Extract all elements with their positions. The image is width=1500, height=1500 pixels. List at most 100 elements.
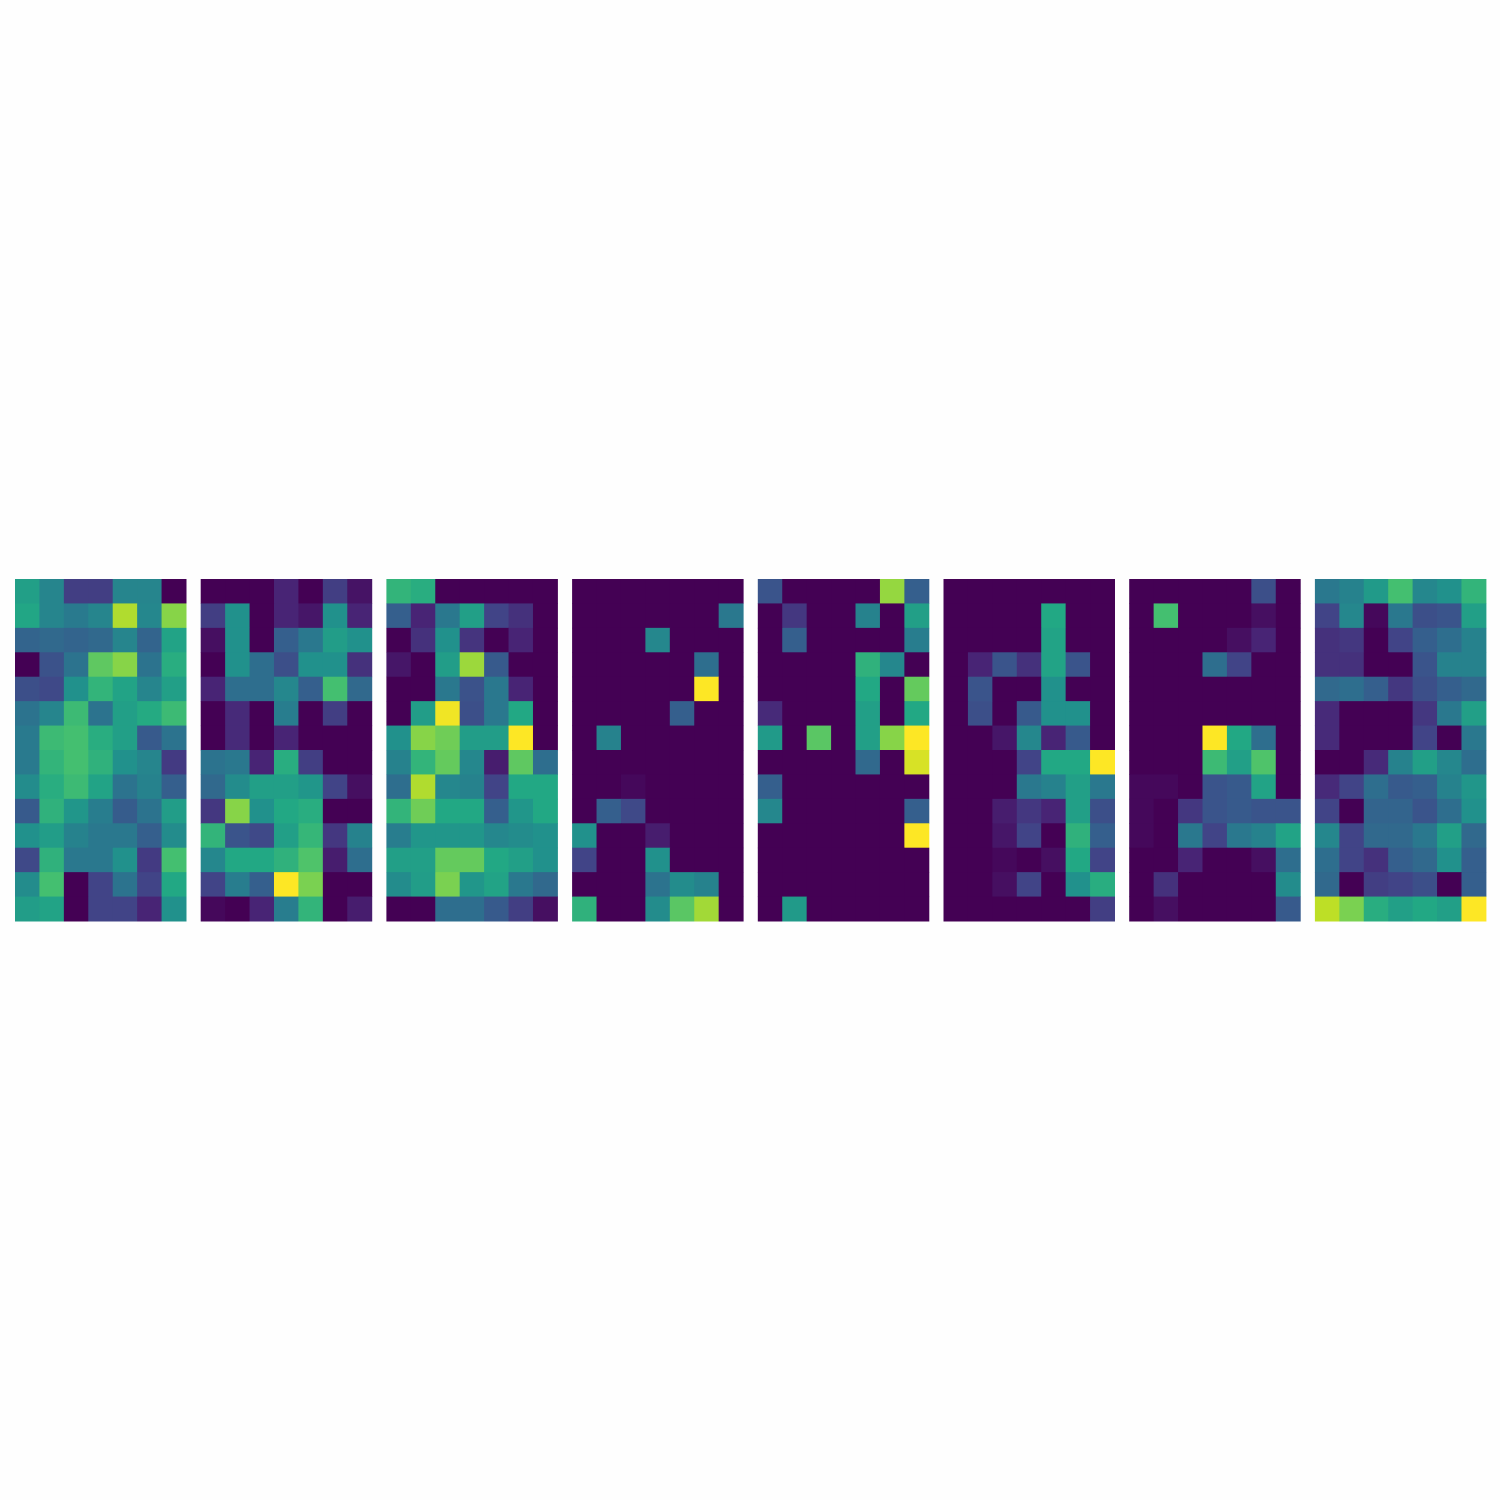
heatmap-cell [572, 652, 598, 678]
heatmap-cell [410, 579, 436, 604]
heatmap-cell [347, 798, 373, 824]
heatmap-cell [15, 579, 40, 604]
heatmap-cell [1314, 872, 1340, 898]
heatmap-cell [669, 774, 695, 800]
heatmap-cell [831, 701, 857, 727]
heatmap-cell [273, 676, 299, 702]
heatmap-cell [1226, 896, 1252, 922]
heatmap-cell [718, 774, 744, 800]
heatmap-cell [1065, 725, 1091, 751]
heatmap-cell [1363, 676, 1389, 702]
heatmap-cell [1041, 652, 1067, 678]
heatmap-cell [943, 823, 969, 849]
heatmap-cell [88, 701, 114, 727]
heatmap-cell [1153, 896, 1179, 922]
heatmap-cell [757, 676, 783, 702]
heatmap-cell [1041, 603, 1067, 629]
heatmap-cell [508, 652, 534, 678]
heatmap-cell [1437, 676, 1462, 702]
heatmap-cell [855, 603, 881, 629]
heatmap-cell [1178, 847, 1203, 873]
heatmap-cell [757, 652, 783, 678]
heatmap-cell [1041, 627, 1067, 653]
heatmap-cell [831, 896, 857, 922]
heatmap-cell [273, 896, 299, 922]
heatmap-cell [1065, 896, 1091, 922]
heatmap-cell [63, 652, 89, 678]
heatmap-cell [386, 847, 412, 873]
heatmap-cell [15, 847, 40, 873]
heatmap-cell [831, 872, 857, 898]
heatmap-cell [1153, 676, 1179, 702]
heatmap-cell [1202, 823, 1228, 849]
heatmap-cell [88, 774, 114, 800]
heatmap-cell [718, 725, 744, 751]
heatmap-cell [112, 676, 138, 702]
heatmap-cell [1251, 725, 1277, 751]
heatmap-cell [15, 823, 40, 849]
heatmap-cell [410, 603, 436, 629]
heatmap-cell [532, 725, 558, 751]
heatmap-cell [249, 676, 275, 702]
heatmap-cell [1388, 603, 1414, 629]
heatmap-cell [161, 725, 187, 751]
heatmap-cell [63, 603, 89, 629]
heatmap-cell [1339, 774, 1365, 800]
heatmap-cell [322, 823, 348, 849]
heatmap-cell [967, 896, 993, 922]
heatmap-cell [879, 750, 905, 775]
heatmap-cell [1065, 627, 1091, 653]
heatmap-cell [596, 725, 622, 751]
heatmap-cell [782, 798, 808, 824]
heatmap-cell [1388, 676, 1414, 702]
heatmap-cell [967, 750, 993, 775]
heatmap-cell [484, 652, 510, 678]
heatmap-cell [596, 774, 622, 800]
heatmap-cell [620, 627, 646, 653]
heatmap-cell [669, 823, 695, 849]
heatmap-cell [386, 750, 412, 775]
heatmap-cell [879, 823, 905, 849]
heatmap-cell [1153, 579, 1179, 604]
heatmap-cell [806, 872, 832, 898]
heatmap-cell [1461, 847, 1487, 873]
heatmap-cell [694, 652, 720, 678]
heatmap-cell [1090, 872, 1115, 898]
heatmap-cell [1226, 603, 1252, 629]
heatmap-cell [15, 872, 40, 898]
heatmap-cell [1388, 725, 1414, 751]
heatmap-cell [694, 774, 720, 800]
heatmap-cell [63, 774, 89, 800]
heatmap-cell [879, 896, 905, 922]
heatmap-panel-1 [15, 579, 187, 922]
heatmap-cell [967, 823, 993, 849]
heatmap-cell [1251, 774, 1277, 800]
heatmap-cell [410, 627, 436, 653]
heatmap-cell [1202, 627, 1228, 653]
heatmap-cell [273, 774, 299, 800]
heatmap-cell [757, 627, 783, 653]
heatmap-cell [322, 627, 348, 653]
heatmap-cell [904, 847, 930, 873]
heatmap-panel-6 [943, 579, 1115, 922]
heatmap-cell [1090, 725, 1115, 751]
heatmap-cell [806, 847, 832, 873]
heatmap-cell [943, 676, 969, 702]
heatmap-cell [225, 701, 251, 727]
heatmap-cell [532, 896, 558, 922]
heatmap-cell [225, 872, 251, 898]
heatmap-cell [347, 872, 373, 898]
heatmap-cell [943, 896, 969, 922]
heatmap-cell [1065, 676, 1091, 702]
heatmap-cell [435, 603, 461, 629]
heatmap-cell [1363, 847, 1389, 873]
heatmap-cell [298, 896, 324, 922]
heatmap-cell [1153, 774, 1179, 800]
heatmap-cell [757, 798, 783, 824]
heatmap-cell [459, 847, 485, 873]
heatmap-cell [161, 896, 187, 922]
heatmap-cell [347, 652, 373, 678]
heatmap-cell [645, 872, 671, 898]
heatmap-cell [782, 725, 808, 751]
heatmap-cell [879, 798, 905, 824]
